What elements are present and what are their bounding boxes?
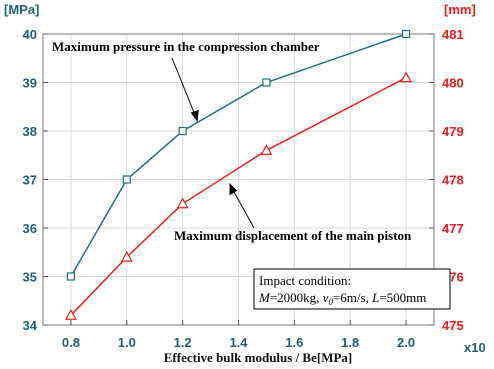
right-tick-label: 477 bbox=[442, 221, 464, 236]
x-tick-label: 0.8 bbox=[62, 335, 80, 350]
left-tick-label: 37 bbox=[23, 173, 37, 188]
displacement-arrow bbox=[229, 183, 255, 229]
right-tick-label: 475 bbox=[442, 318, 464, 333]
condition-box-border bbox=[253, 268, 451, 310]
x-tick-label: 2.0 bbox=[397, 335, 415, 350]
right-tick-label: 479 bbox=[442, 124, 464, 139]
condition-values: M=2000kg, v0=6m/s, L=500mm bbox=[258, 290, 426, 307]
right-tick-label: 480 bbox=[442, 76, 464, 91]
left-tick-label: 34 bbox=[23, 318, 38, 333]
x-axis-multiplier: x10 bbox=[464, 340, 486, 355]
condition-title: Impact condition: bbox=[259, 273, 351, 288]
pressure-data-point bbox=[401, 29, 411, 39]
right-tick-label: 478 bbox=[442, 173, 464, 188]
axis-ticks: 0.8 1.0 1.2 1.4 1.6 1.8 2.0 34 35 36 37 38 39 40 475 47… bbox=[23, 27, 464, 350]
mass-symbol: M bbox=[258, 290, 271, 305]
velocity-value: =6m/s, bbox=[333, 290, 372, 305]
x-tick-label: 1.0 bbox=[118, 335, 136, 350]
pressure-data-point bbox=[178, 126, 187, 136]
length-value: =500mm bbox=[379, 290, 426, 305]
left-axis-unit: [MPa] bbox=[4, 2, 39, 17]
pressure-arrow bbox=[171, 57, 199, 122]
left-tick-label: 36 bbox=[23, 221, 37, 236]
series bbox=[64, 29, 413, 320]
grid bbox=[43, 34, 434, 325]
pressure-data-point bbox=[66, 272, 76, 281]
displacement-data-point bbox=[120, 250, 133, 262]
x-tick-label: 1.8 bbox=[341, 335, 359, 350]
displacement-data-point bbox=[260, 144, 273, 155]
left-tick-label: 40 bbox=[23, 27, 37, 42]
x-tick-label: 1.2 bbox=[174, 335, 192, 350]
x-tick-label: 1.6 bbox=[285, 335, 303, 350]
left-tick-label: 39 bbox=[23, 76, 37, 91]
pressure-annotation: Maximum pressure in the compression cham… bbox=[52, 39, 320, 54]
right-axis-unit: [mm] bbox=[444, 2, 476, 17]
velocity-subscript: 0 bbox=[328, 297, 333, 307]
displacement-data-point bbox=[64, 309, 77, 320]
mass-value: =2000kg, bbox=[270, 290, 323, 305]
x-tick-label: 1.4 bbox=[229, 335, 248, 350]
displacement-annotation: Maximum displacement of the main piston bbox=[174, 228, 412, 243]
left-tick-label: 38 bbox=[23, 124, 37, 139]
length-symbol: L bbox=[371, 290, 379, 305]
x-axis-label: Effective bulk modulus / Be[MPa] bbox=[164, 350, 353, 365]
displacement-data-point bbox=[400, 71, 413, 83]
velocity-symbol: v bbox=[323, 290, 329, 305]
impact-condition-box: Impact condition: M=2000kg, v0=6m/s, L=5… bbox=[253, 268, 451, 310]
left-tick-label: 35 bbox=[23, 270, 37, 285]
right-tick-label: 481 bbox=[442, 27, 464, 42]
displacement-data-point bbox=[176, 197, 189, 209]
pressure-data-point bbox=[262, 78, 271, 87]
pressure-data-point bbox=[122, 175, 131, 184]
